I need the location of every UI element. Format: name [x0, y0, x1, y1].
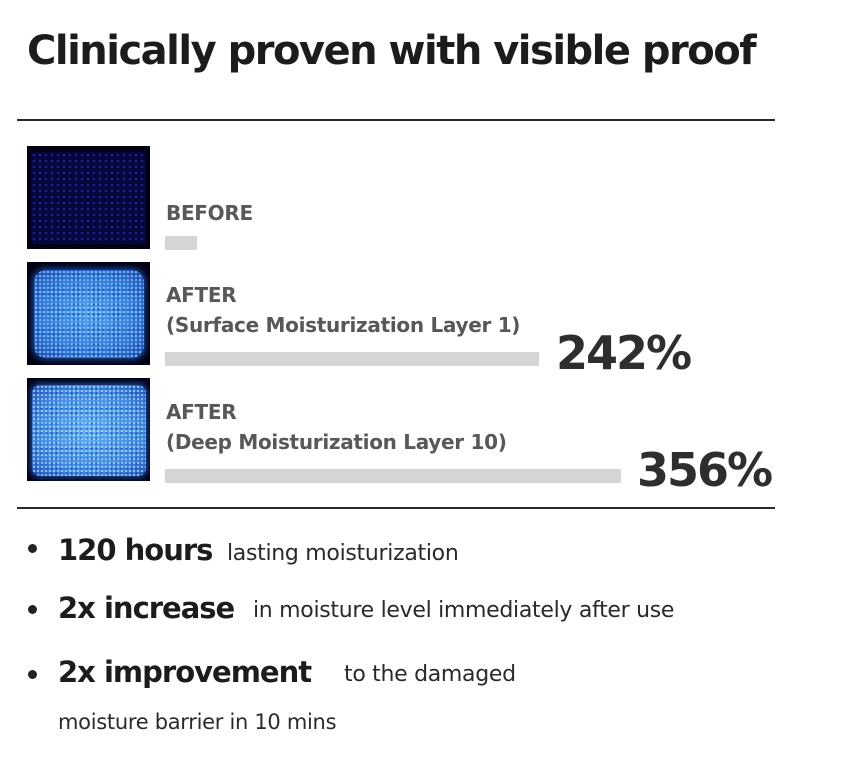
benefit-text: in moisture level immediately after use: [253, 598, 675, 623]
layer1-percent: 242%: [556, 326, 692, 380]
bullet-dot-icon: [28, 670, 37, 679]
layer1-bar: [165, 352, 539, 366]
layer10-percent: 356%: [637, 443, 773, 497]
before-image: [27, 146, 150, 249]
benefit-text: to the damaged: [344, 662, 516, 687]
skin-scan-layer1: [34, 270, 144, 358]
bottom-divider: [17, 507, 775, 509]
top-divider: [17, 119, 775, 121]
before-bar: [165, 236, 197, 250]
row-label: AFTER: [166, 400, 237, 424]
skin-scan-before: [31, 152, 146, 244]
after-layer10-image: [27, 378, 150, 481]
after-layer1-image: [27, 262, 150, 365]
layer10-bar: [165, 469, 621, 483]
row-sublabel: (Surface Moisturization Layer 1): [166, 313, 521, 337]
row-label: AFTER: [166, 283, 237, 307]
benefit-text-continued: moisture barrier in 10 mins: [58, 710, 337, 734]
bullet-dot-icon: [28, 544, 37, 553]
row-label: BEFORE: [166, 201, 253, 225]
row-sublabel: (Deep Moisturization Layer 10): [166, 430, 507, 454]
page-title: Clinically proven with visible proof: [27, 28, 757, 74]
benefit-text: lasting moisturization: [227, 541, 459, 566]
benefit-highlight: 120 hours: [58, 533, 213, 567]
bullet-dot-icon: [28, 605, 37, 614]
benefit-highlight: 2x increase: [58, 591, 235, 625]
benefit-highlight: 2x improvement: [58, 655, 312, 689]
skin-scan-layer10: [32, 385, 146, 476]
